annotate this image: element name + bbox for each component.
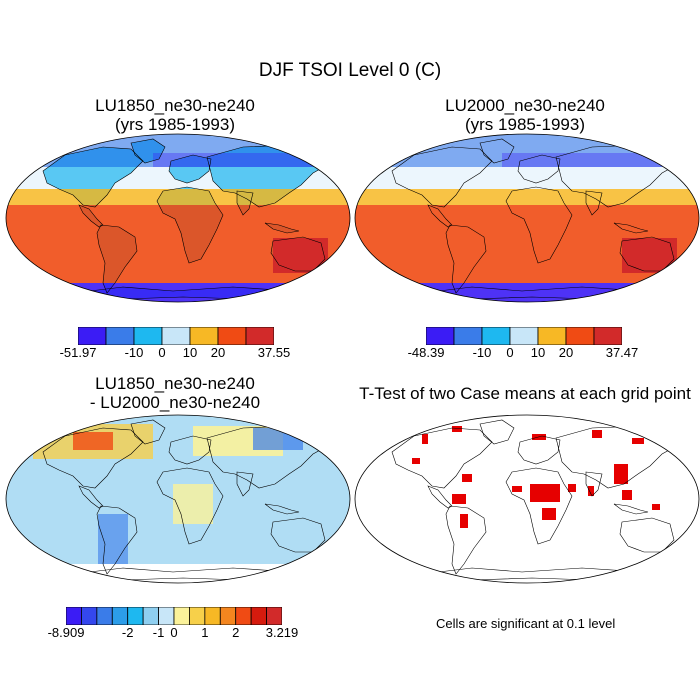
colorbar-label: 1 — [201, 625, 209, 640]
colorbar-swatch — [189, 326, 219, 346]
panel4-globe-outline — [354, 414, 700, 584]
colorbar-swatch — [204, 606, 221, 626]
panel1-colorbar-labels: -51.97 -10 0 10 20 37.55 — [60, 345, 291, 361]
panel1-colorbar — [77, 326, 275, 350]
panel3-na-hot — [73, 432, 113, 450]
panel2-globe-outline — [354, 133, 700, 303]
colorbar-label: 37.55 — [257, 345, 291, 360]
panel1-map — [5, 133, 351, 303]
colorbar-label: -10 — [124, 345, 144, 360]
colorbar-label: -1 — [152, 625, 165, 640]
panel2-title: LU2000_ne30-ne240 (yrs 1985-1993) — [350, 96, 700, 134]
panel1-australia-hot — [273, 238, 328, 273]
panel1-siberia-cold — [153, 153, 313, 167]
panel2-colorbar-labels: -48.39 -10 0 10 20 37.47 — [408, 345, 639, 361]
colorbar-label: -51.97 — [59, 345, 97, 360]
colorbar-label: 0 — [158, 345, 166, 360]
panel2-title-line2: (yrs 1985-1993) — [464, 115, 585, 134]
colorbar-swatch — [158, 606, 175, 626]
panel3-map — [5, 414, 351, 584]
colorbar-swatch — [509, 326, 539, 346]
panel1-title: LU1850_ne30-ne240 (yrs 1985-1993) — [0, 96, 350, 134]
panel1-cool-band — [6, 167, 350, 189]
colorbar-swatch — [425, 326, 455, 346]
panel3-title-line2: - LU2000_ne30-ne240 — [89, 393, 261, 412]
panel2-colorbar-swatches — [425, 326, 623, 346]
colorbar-swatch — [81, 606, 98, 626]
colorbar-label: 0 — [170, 625, 178, 640]
colorbar-swatch — [142, 606, 159, 626]
colorbar-swatch — [111, 606, 129, 626]
panel2-colorbar — [425, 326, 623, 350]
panel2-map — [354, 133, 700, 303]
panel3-asia-cool — [253, 428, 303, 450]
colorbar-label: -10 — [472, 345, 492, 360]
colorbar-swatch — [189, 606, 206, 626]
colorbar-swatch — [593, 326, 623, 346]
panel1-warm-band — [6, 189, 350, 205]
panel1-title-line1: LU1850_ne30-ne240 — [95, 96, 255, 115]
colorbar-swatch — [173, 606, 190, 626]
colorbar-swatch — [217, 326, 247, 346]
panel3-colorbar — [65, 606, 283, 630]
panel3-africa-warm — [173, 484, 213, 524]
colorbar-swatch — [266, 606, 283, 626]
colorbar-label: 10 — [182, 345, 198, 360]
colorbar-swatch — [245, 326, 275, 346]
colorbar-label: 2 — [232, 625, 240, 640]
colorbar-swatch — [105, 326, 135, 346]
colorbar-swatch — [96, 606, 113, 626]
colorbar-label: 3.219 — [265, 625, 299, 640]
panel2-title-line1: LU2000_ne30-ne240 — [445, 96, 605, 115]
colorbar-label: 20 — [210, 345, 226, 360]
colorbar-swatch — [65, 606, 82, 626]
panel4-title: T-Test of two Case means at each grid po… — [350, 384, 700, 403]
colorbar-swatch — [565, 326, 595, 346]
colorbar-label: -48.39 — [407, 345, 445, 360]
colorbar-swatch — [250, 606, 267, 626]
colorbar-swatch — [235, 606, 252, 626]
colorbar-label: 20 — [558, 345, 574, 360]
panel3-sa-cool — [98, 514, 128, 564]
colorbar-swatch — [481, 326, 511, 346]
panel4-title-line1: T-Test of two Case means at each grid po… — [359, 384, 691, 403]
panel4-significant-cells — [402, 426, 660, 528]
colorbar-swatch — [133, 326, 163, 346]
panel1-colorbar-swatches — [77, 326, 275, 346]
colorbar-swatch — [127, 606, 144, 626]
colorbar-label: 37.47 — [605, 345, 639, 360]
panel4-map — [354, 414, 700, 584]
panel4-note: Cells are significant at 0.1 level — [436, 616, 616, 631]
panel3-colorbar-swatches — [65, 606, 283, 626]
colorbar-label: -2 — [121, 625, 134, 640]
colorbar-swatch — [77, 326, 107, 346]
colorbar-label: -8.909 — [47, 625, 85, 640]
colorbar-label: 10 — [530, 345, 546, 360]
colorbar-swatch — [161, 326, 191, 346]
panel1-globe-outline — [5, 133, 351, 303]
colorbar-swatch — [537, 326, 567, 346]
panel3-globe-outline — [5, 414, 351, 584]
colorbar-label: 0 — [506, 345, 514, 360]
panel3-title: LU1850_ne30-ne240 - LU2000_ne30-ne240 — [0, 374, 350, 412]
panel3-title-line1: LU1850_ne30-ne240 — [95, 374, 255, 393]
figure-title: DJF TSOI Level 0 (C) — [258, 60, 442, 81]
colorbar-swatch — [219, 606, 237, 626]
panel1-title-line2: (yrs 1985-1993) — [114, 115, 235, 134]
panel3-colorbar-labels: -8.909 -2 -1 0 1 2 3.219 — [48, 625, 299, 641]
colorbar-swatch — [453, 326, 483, 346]
